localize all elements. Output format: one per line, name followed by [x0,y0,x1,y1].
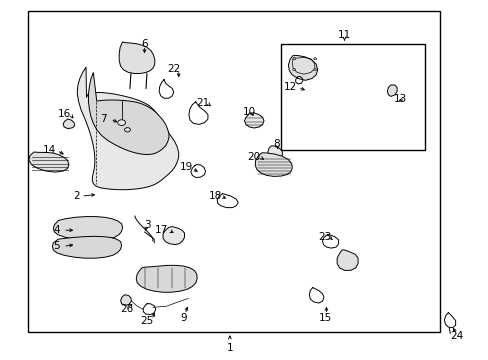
Circle shape [118,120,125,126]
Polygon shape [288,55,317,80]
Polygon shape [63,119,75,129]
Circle shape [313,68,316,71]
Text: 19: 19 [179,162,192,172]
Polygon shape [255,153,292,176]
Text: 18: 18 [208,191,222,201]
Polygon shape [77,67,178,190]
Text: 14: 14 [43,144,56,154]
Text: 6: 6 [141,39,147,49]
Text: 24: 24 [449,331,462,341]
Text: 13: 13 [393,94,407,104]
Text: 1: 1 [226,343,233,353]
Circle shape [292,58,295,60]
Bar [281,44,424,149]
Text: 15: 15 [318,313,331,323]
Text: 16: 16 [58,109,71,119]
Text: 5: 5 [53,241,60,251]
Circle shape [292,68,295,71]
Text: 11: 11 [337,30,350,40]
Text: 12: 12 [284,82,297,92]
Polygon shape [336,250,357,270]
Polygon shape [53,217,122,240]
Circle shape [124,128,130,132]
Polygon shape [119,42,155,73]
Bar [27,12,439,332]
Text: 9: 9 [180,313,186,323]
Text: 2: 2 [73,191,80,201]
Polygon shape [88,72,168,154]
Polygon shape [163,226,184,244]
Polygon shape [386,85,396,96]
Polygon shape [52,236,122,258]
Text: 17: 17 [155,225,168,235]
Text: 7: 7 [100,114,106,124]
Circle shape [313,58,316,60]
Text: 4: 4 [53,225,60,235]
Text: 10: 10 [243,107,255,117]
Text: 20: 20 [247,152,260,162]
Text: 25: 25 [140,316,153,325]
Text: 23: 23 [318,232,331,242]
Text: 8: 8 [272,139,279,149]
Polygon shape [267,146,282,159]
Text: 22: 22 [167,64,180,74]
Text: 21: 21 [196,98,209,108]
Polygon shape [244,113,264,128]
Text: 3: 3 [143,220,150,230]
Polygon shape [121,295,131,306]
Text: 26: 26 [120,304,133,314]
Polygon shape [29,152,69,172]
Polygon shape [136,265,197,292]
